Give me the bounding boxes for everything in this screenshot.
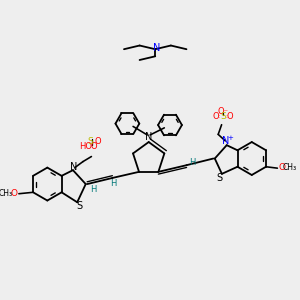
Text: O: O xyxy=(212,112,219,121)
Text: S: S xyxy=(88,137,93,146)
Text: N: N xyxy=(223,136,230,146)
Text: CH₃: CH₃ xyxy=(0,189,13,198)
Text: O: O xyxy=(94,137,101,146)
Text: H: H xyxy=(111,179,117,188)
Text: +: + xyxy=(227,135,233,141)
Text: O: O xyxy=(91,142,98,151)
Text: O: O xyxy=(227,112,233,121)
Text: CH₃: CH₃ xyxy=(282,163,296,172)
Text: :: : xyxy=(226,114,228,119)
Text: H: H xyxy=(90,185,96,194)
Text: O⁻: O⁻ xyxy=(218,107,229,116)
Text: S: S xyxy=(220,112,226,121)
Text: O: O xyxy=(10,189,17,198)
Text: :: : xyxy=(217,114,219,119)
Text: HO: HO xyxy=(79,142,92,151)
Text: S: S xyxy=(217,172,223,182)
Text: N: N xyxy=(153,43,160,53)
Text: H: H xyxy=(189,158,195,167)
Text: N: N xyxy=(145,132,152,142)
Text: N: N xyxy=(70,162,77,172)
Text: S: S xyxy=(76,201,82,211)
Text: O: O xyxy=(278,163,285,172)
